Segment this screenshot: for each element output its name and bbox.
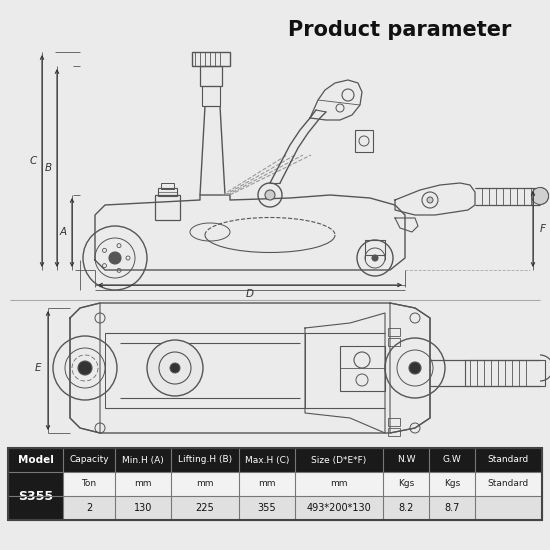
Text: Standard: Standard <box>488 480 529 488</box>
Bar <box>340 346 385 391</box>
Text: Size (D*E*F): Size (D*E*F) <box>311 455 367 465</box>
Text: D: D <box>246 289 254 299</box>
Text: S355: S355 <box>18 490 53 503</box>
Bar <box>388 418 400 426</box>
Bar <box>105 333 305 408</box>
Text: F: F <box>540 224 546 234</box>
Bar <box>355 130 373 152</box>
Bar <box>8 496 542 520</box>
Bar <box>8 472 63 520</box>
Bar <box>158 188 177 196</box>
Bar <box>155 195 180 220</box>
Bar <box>192 52 230 66</box>
Bar <box>388 328 400 336</box>
Text: mm: mm <box>134 480 152 488</box>
Bar <box>388 338 400 346</box>
Text: Min.H (A): Min.H (A) <box>122 455 164 465</box>
Text: C: C <box>29 156 37 166</box>
Text: 355: 355 <box>258 503 276 513</box>
Text: A: A <box>59 227 67 237</box>
Text: mm: mm <box>196 480 214 488</box>
Circle shape <box>147 340 203 396</box>
Circle shape <box>409 362 421 374</box>
Text: Kgs: Kgs <box>444 480 460 488</box>
Text: 493*200*130: 493*200*130 <box>307 503 371 513</box>
Text: Lifting.H (B): Lifting.H (B) <box>178 455 232 465</box>
Text: Model: Model <box>18 455 53 465</box>
Text: B: B <box>45 163 52 173</box>
Text: mm: mm <box>258 480 276 488</box>
Text: Capacity: Capacity <box>69 455 109 465</box>
Text: Product parameter: Product parameter <box>288 20 512 40</box>
Text: E: E <box>35 363 41 373</box>
Text: 8.7: 8.7 <box>444 503 460 513</box>
Bar <box>161 183 174 189</box>
Circle shape <box>265 190 275 200</box>
Text: Kgs: Kgs <box>398 480 414 488</box>
Text: 225: 225 <box>196 503 214 513</box>
Circle shape <box>170 363 180 373</box>
Bar <box>365 240 385 255</box>
Circle shape <box>531 188 548 205</box>
Bar <box>388 428 400 436</box>
Text: G.W: G.W <box>443 455 461 465</box>
Bar <box>8 472 542 496</box>
Text: Max.H (C): Max.H (C) <box>245 455 289 465</box>
Text: mm: mm <box>330 480 348 488</box>
Bar <box>202 86 220 106</box>
Text: N.W: N.W <box>397 455 415 465</box>
Text: 8.2: 8.2 <box>398 503 414 513</box>
Bar <box>8 448 542 520</box>
Bar <box>8 448 542 472</box>
Text: Ton: Ton <box>81 480 97 488</box>
Bar <box>465 360 545 386</box>
Bar <box>200 66 222 86</box>
Circle shape <box>78 361 92 375</box>
Text: Standard: Standard <box>488 455 529 465</box>
Circle shape <box>427 197 433 203</box>
Text: 2: 2 <box>86 503 92 513</box>
Circle shape <box>109 252 121 264</box>
Text: 130: 130 <box>134 503 152 513</box>
Circle shape <box>372 255 378 261</box>
